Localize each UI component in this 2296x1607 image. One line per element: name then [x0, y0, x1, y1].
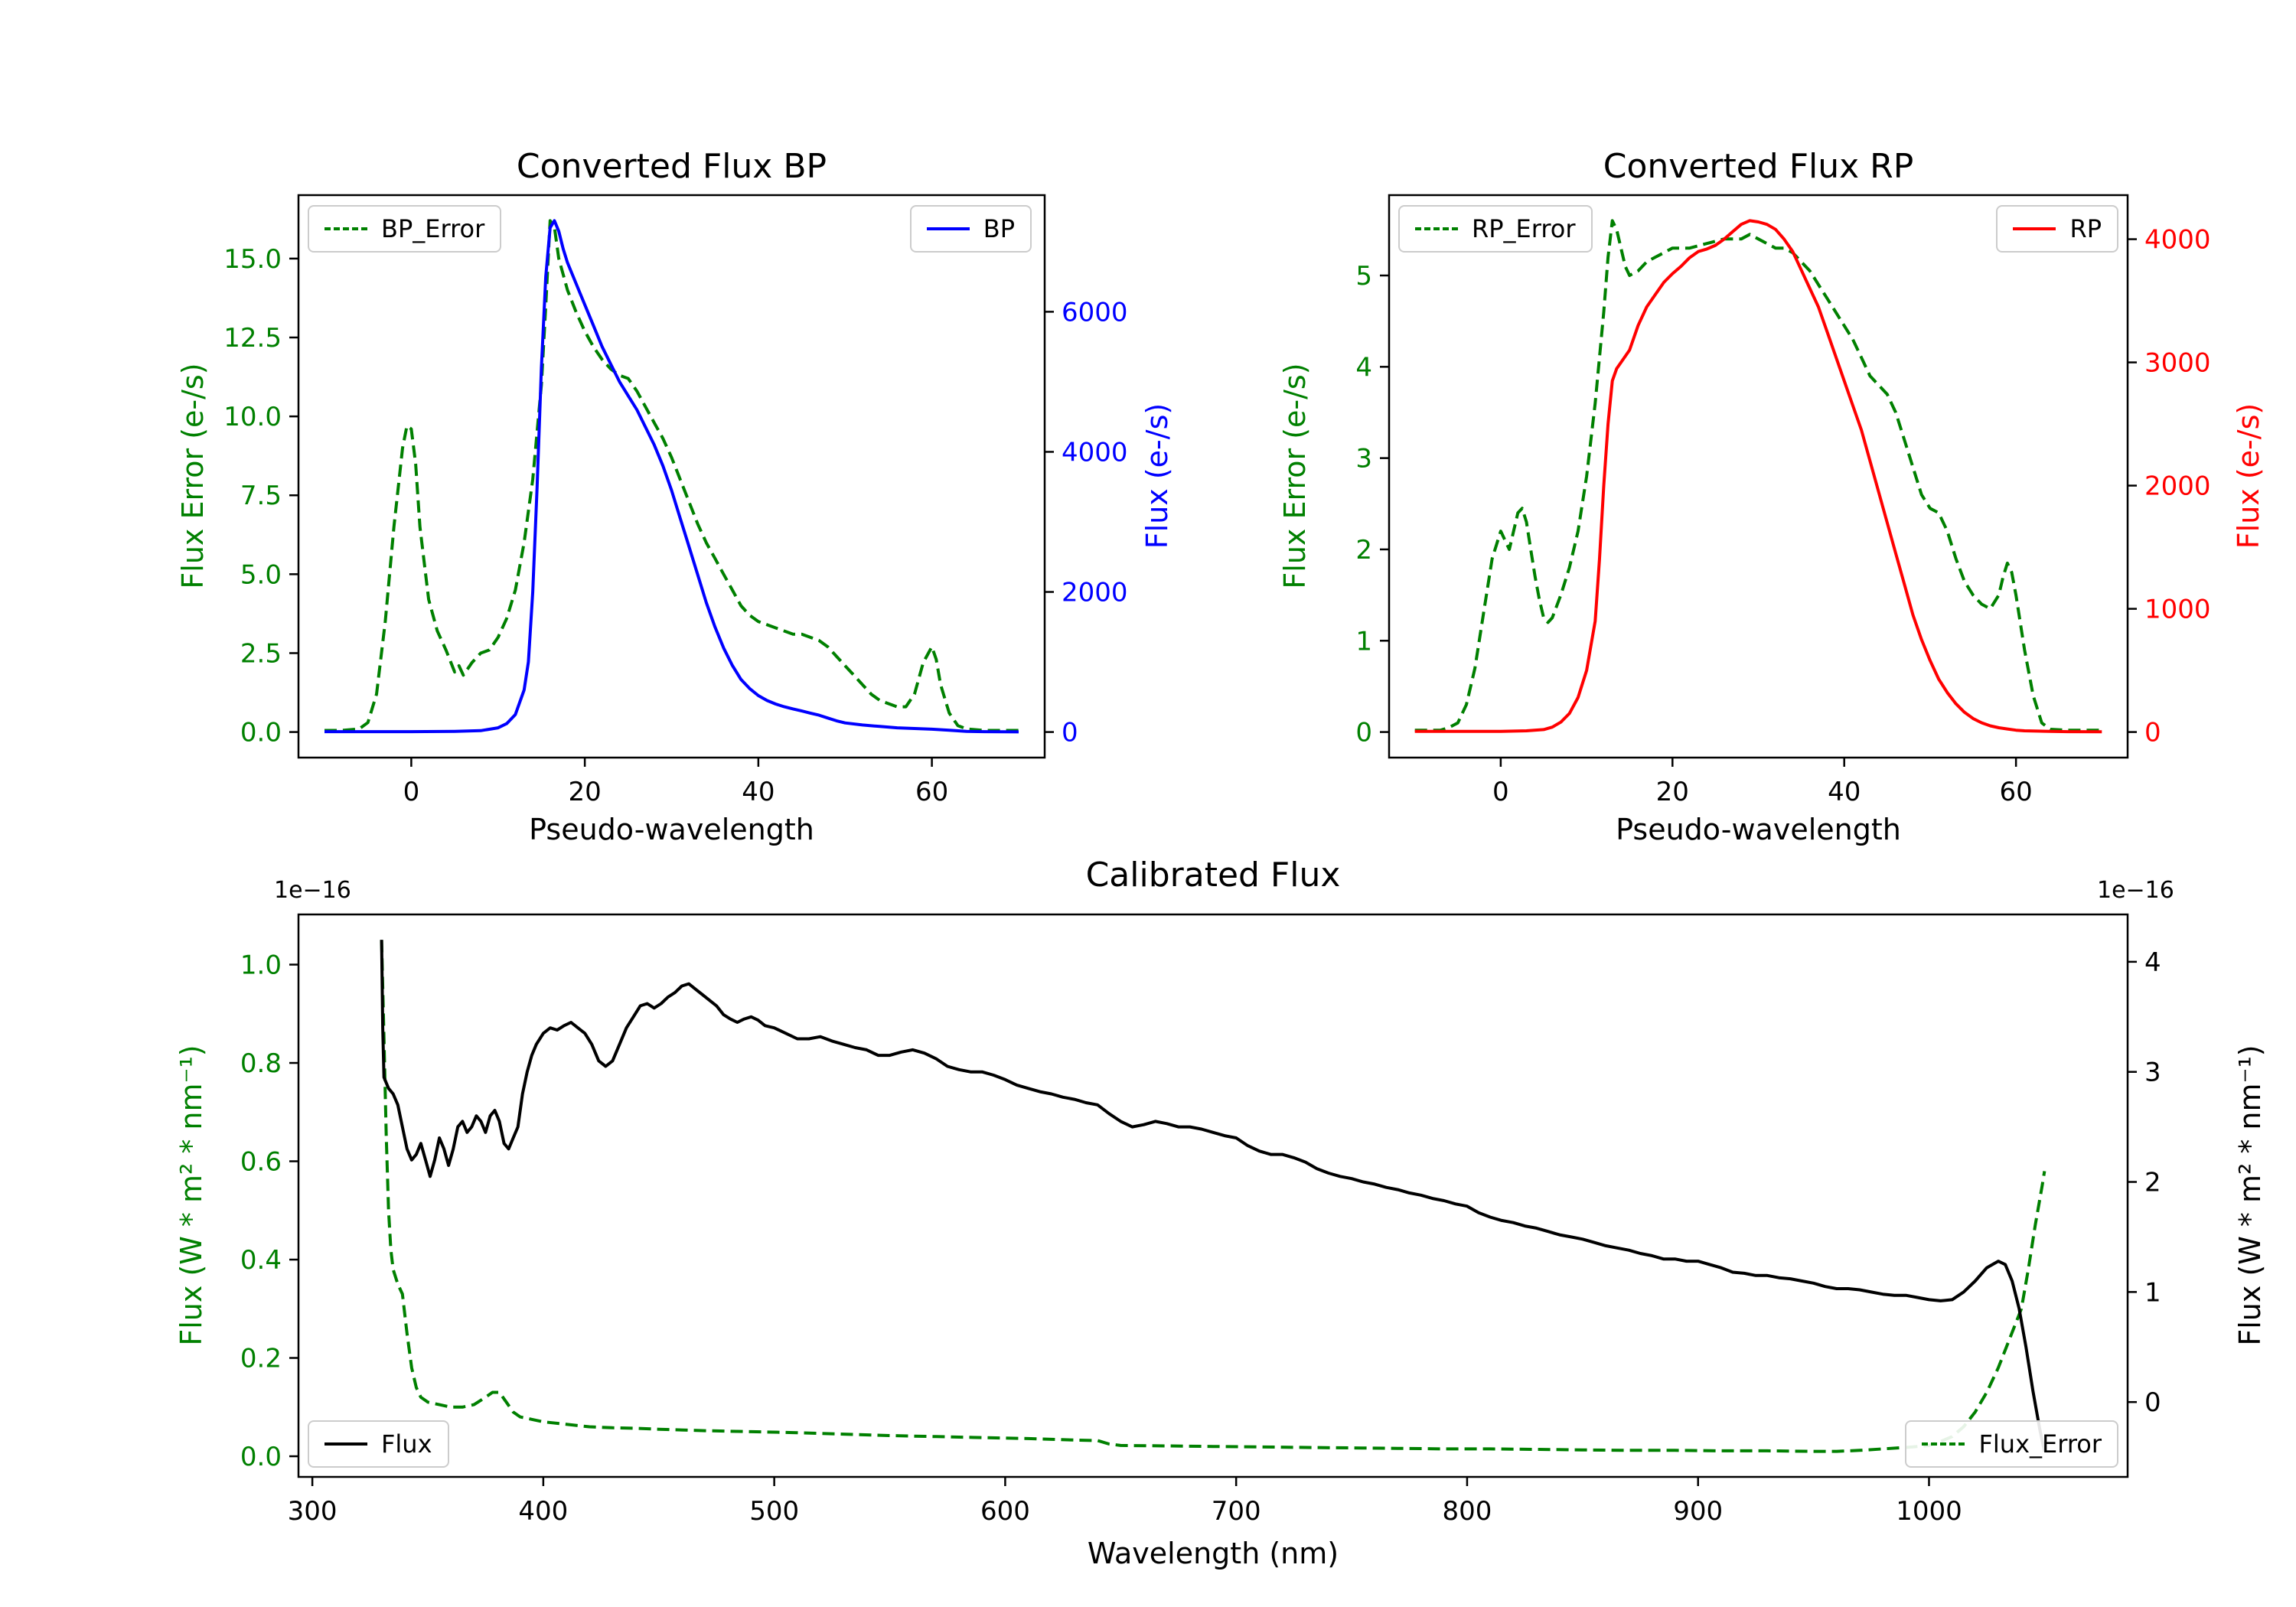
svg-text:7.5: 7.5 [240, 481, 282, 511]
svg-text:0: 0 [2144, 718, 2161, 748]
svg-text:60: 60 [1999, 777, 2032, 807]
legend-label-flux: Flux [381, 1429, 432, 1459]
legend-line-sample-rp [2013, 227, 2056, 230]
ylabel-right-calibrated: Flux (W * m² * nm⁻¹) [2233, 1045, 2267, 1346]
svg-text:2.5: 2.5 [240, 638, 282, 669]
svg-text:400: 400 [518, 1496, 568, 1527]
legend-rp-error: RP_Error [1398, 205, 1593, 253]
ylabel-right-rp: Flux (e-/s) [2232, 403, 2265, 549]
svg-text:600: 600 [980, 1496, 1030, 1527]
svg-text:1: 1 [2144, 1277, 2161, 1308]
svg-text:3000: 3000 [2144, 348, 2211, 379]
xlabel-rp: Pseudo-wavelength [1616, 813, 1901, 846]
xlabel-bp: Pseudo-wavelength [529, 813, 814, 846]
legend-label-rp: RP [2069, 214, 2102, 243]
svg-text:800: 800 [1442, 1496, 1492, 1527]
ylabel-left-bp: Flux Error (e-/s) [176, 363, 210, 589]
svg-text:1000: 1000 [2144, 595, 2211, 625]
svg-text:700: 700 [1212, 1496, 1261, 1527]
svg-text:0: 0 [1062, 718, 1078, 748]
svg-text:5: 5 [1355, 261, 1372, 292]
svg-text:0.8: 0.8 [240, 1048, 282, 1079]
svg-text:4: 4 [2144, 947, 2161, 978]
svg-text:2: 2 [2144, 1168, 2161, 1198]
svg-text:12.5: 12.5 [223, 323, 282, 354]
chart-title-rp: Converted Flux RP [1603, 147, 1914, 186]
svg-text:40: 40 [1828, 777, 1861, 807]
svg-text:0: 0 [1355, 718, 1372, 748]
legend-line-sample-flux [325, 1442, 367, 1446]
svg-text:300: 300 [288, 1496, 338, 1527]
legend-label-flux-error: Flux_Error [1978, 1429, 2102, 1459]
legend-line-sample-bp-error [325, 227, 367, 230]
legend-line-sample-rp-error [1415, 227, 1458, 230]
legend-bp: BP [909, 205, 1032, 253]
chart-title-calibrated: Calibrated Flux [1085, 856, 1341, 895]
legend-label-bp-error: BP_Error [381, 214, 485, 243]
legend-line-sample-bp [926, 227, 970, 230]
svg-text:1: 1 [1355, 626, 1372, 657]
svg-text:900: 900 [1673, 1496, 1723, 1527]
legend-rp: RP [1996, 205, 2118, 253]
svg-text:0.0: 0.0 [240, 718, 282, 748]
axes-bp: 0 20 40 60 0.0 2.5 5.0 7.5 10.0 12.5 15.0 0 2000 4000… [223, 194, 1128, 807]
svg-text:4000: 4000 [1062, 437, 1128, 468]
offset-text-right: 1e−16 [2097, 877, 2174, 904]
svg-text:0.6: 0.6 [240, 1147, 282, 1178]
svg-text:40: 40 [742, 777, 775, 807]
svg-text:1000: 1000 [1896, 1496, 1962, 1527]
svg-text:20: 20 [568, 777, 601, 807]
svg-text:5.0: 5.0 [240, 559, 282, 590]
legend-bp-error: BP_Error [308, 205, 502, 253]
svg-text:15.0: 15.0 [223, 244, 282, 275]
svg-text:0: 0 [2144, 1387, 2161, 1418]
svg-text:0: 0 [1492, 777, 1509, 807]
svg-text:500: 500 [749, 1496, 799, 1527]
legend-label-rp-error: RP_Error [1472, 214, 1576, 243]
svg-text:0.4: 0.4 [240, 1245, 282, 1276]
svg-text:4: 4 [1355, 352, 1372, 383]
chart-title-bp: Converted Flux BP [516, 147, 827, 186]
svg-text:6000: 6000 [1062, 297, 1128, 328]
svg-text:2: 2 [1355, 535, 1372, 566]
legend-flux: Flux [308, 1420, 449, 1468]
svg-text:10.0: 10.0 [223, 402, 282, 432]
svg-text:0: 0 [403, 777, 420, 807]
svg-text:20: 20 [1656, 777, 1689, 807]
svg-text:3: 3 [2144, 1058, 2161, 1088]
ylabel-left-calibrated: Flux (W * m² * nm⁻¹) [174, 1045, 208, 1346]
legend-line-sample-flux-error [1922, 1442, 1965, 1446]
axes-rp: 0 20 40 60 0 1 2 3 4 5 0 1000 2000 3000 4000 [1355, 194, 2211, 807]
svg-text:0.2: 0.2 [240, 1344, 282, 1374]
svg-text:3: 3 [1355, 444, 1372, 474]
svg-text:1.0: 1.0 [240, 950, 282, 981]
svg-text:2000: 2000 [2144, 471, 2211, 502]
svg-text:2000: 2000 [1062, 578, 1128, 608]
xlabel-calibrated: Wavelength (nm) [1087, 1537, 1339, 1570]
offset-text-left: 1e−16 [274, 877, 351, 904]
ylabel-left-rp: Flux Error (e-/s) [1278, 363, 1312, 589]
svg-text:60: 60 [915, 777, 948, 807]
legend-label-bp: BP [983, 214, 1015, 243]
ylabel-right-bp: Flux (e-/s) [1140, 403, 1174, 549]
svg-text:0.0: 0.0 [240, 1442, 282, 1472]
legend-flux-error: Flux_Error [1905, 1420, 2118, 1468]
axes-calibrated: 300 400 500 600 700 800 900 1000 0.0 0.2 0.4 0.6 0.8… [240, 913, 2161, 1527]
svg-text:4000: 4000 [2144, 225, 2211, 256]
